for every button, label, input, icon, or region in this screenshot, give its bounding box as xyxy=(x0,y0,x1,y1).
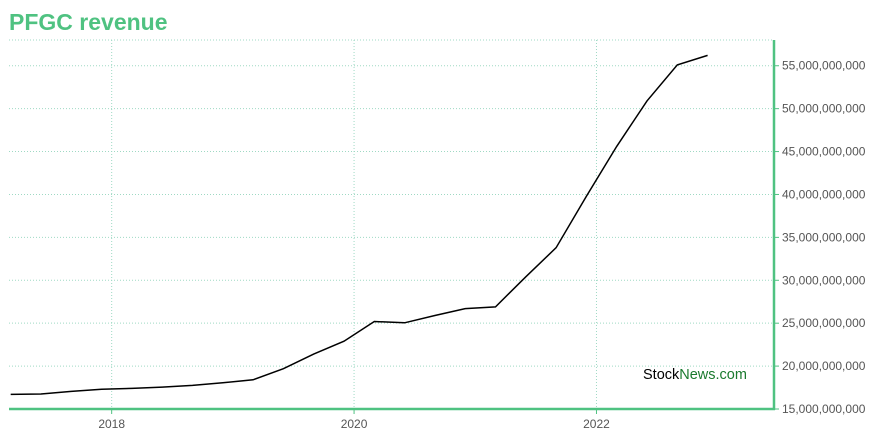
y-tick-label: 50,000,000,000 xyxy=(782,102,866,116)
x-tick-label: 2020 xyxy=(341,417,368,431)
horizontal-gridlines xyxy=(9,65,774,367)
y-tick-label: 25,000,000,000 xyxy=(782,316,866,330)
vertical-gridlines xyxy=(111,40,597,409)
y-tick-label: 20,000,000,000 xyxy=(782,359,866,373)
y-tick-label: 55,000,000,000 xyxy=(782,59,866,73)
watermark-news: News xyxy=(679,367,715,383)
y-tick-label: 35,000,000,000 xyxy=(782,230,866,244)
revenue-series-points xyxy=(10,55,708,395)
y-tick-label: 40,000,000,000 xyxy=(782,187,866,201)
y-tick-label: 15,000,000,000 xyxy=(782,402,866,416)
y-axis-ticks: 15,000,000,000 20,000,000,000 25,000,000,0… xyxy=(774,59,866,416)
x-axis-ticks: 2018 2020 2022 xyxy=(98,409,610,431)
chart-title: PFGC revenue xyxy=(9,9,168,35)
revenue-series-line xyxy=(10,54,708,396)
y-tick-label: 45,000,000,000 xyxy=(782,145,866,159)
y-tick-label: 30,000,000,000 xyxy=(782,273,866,287)
watermark-com: .com xyxy=(716,367,747,383)
watermark-stock: Stock xyxy=(643,367,680,383)
x-tick-label: 2018 xyxy=(98,417,125,431)
watermark-logo: StockNews.com xyxy=(643,367,747,383)
x-tick-label: 2022 xyxy=(583,417,610,431)
